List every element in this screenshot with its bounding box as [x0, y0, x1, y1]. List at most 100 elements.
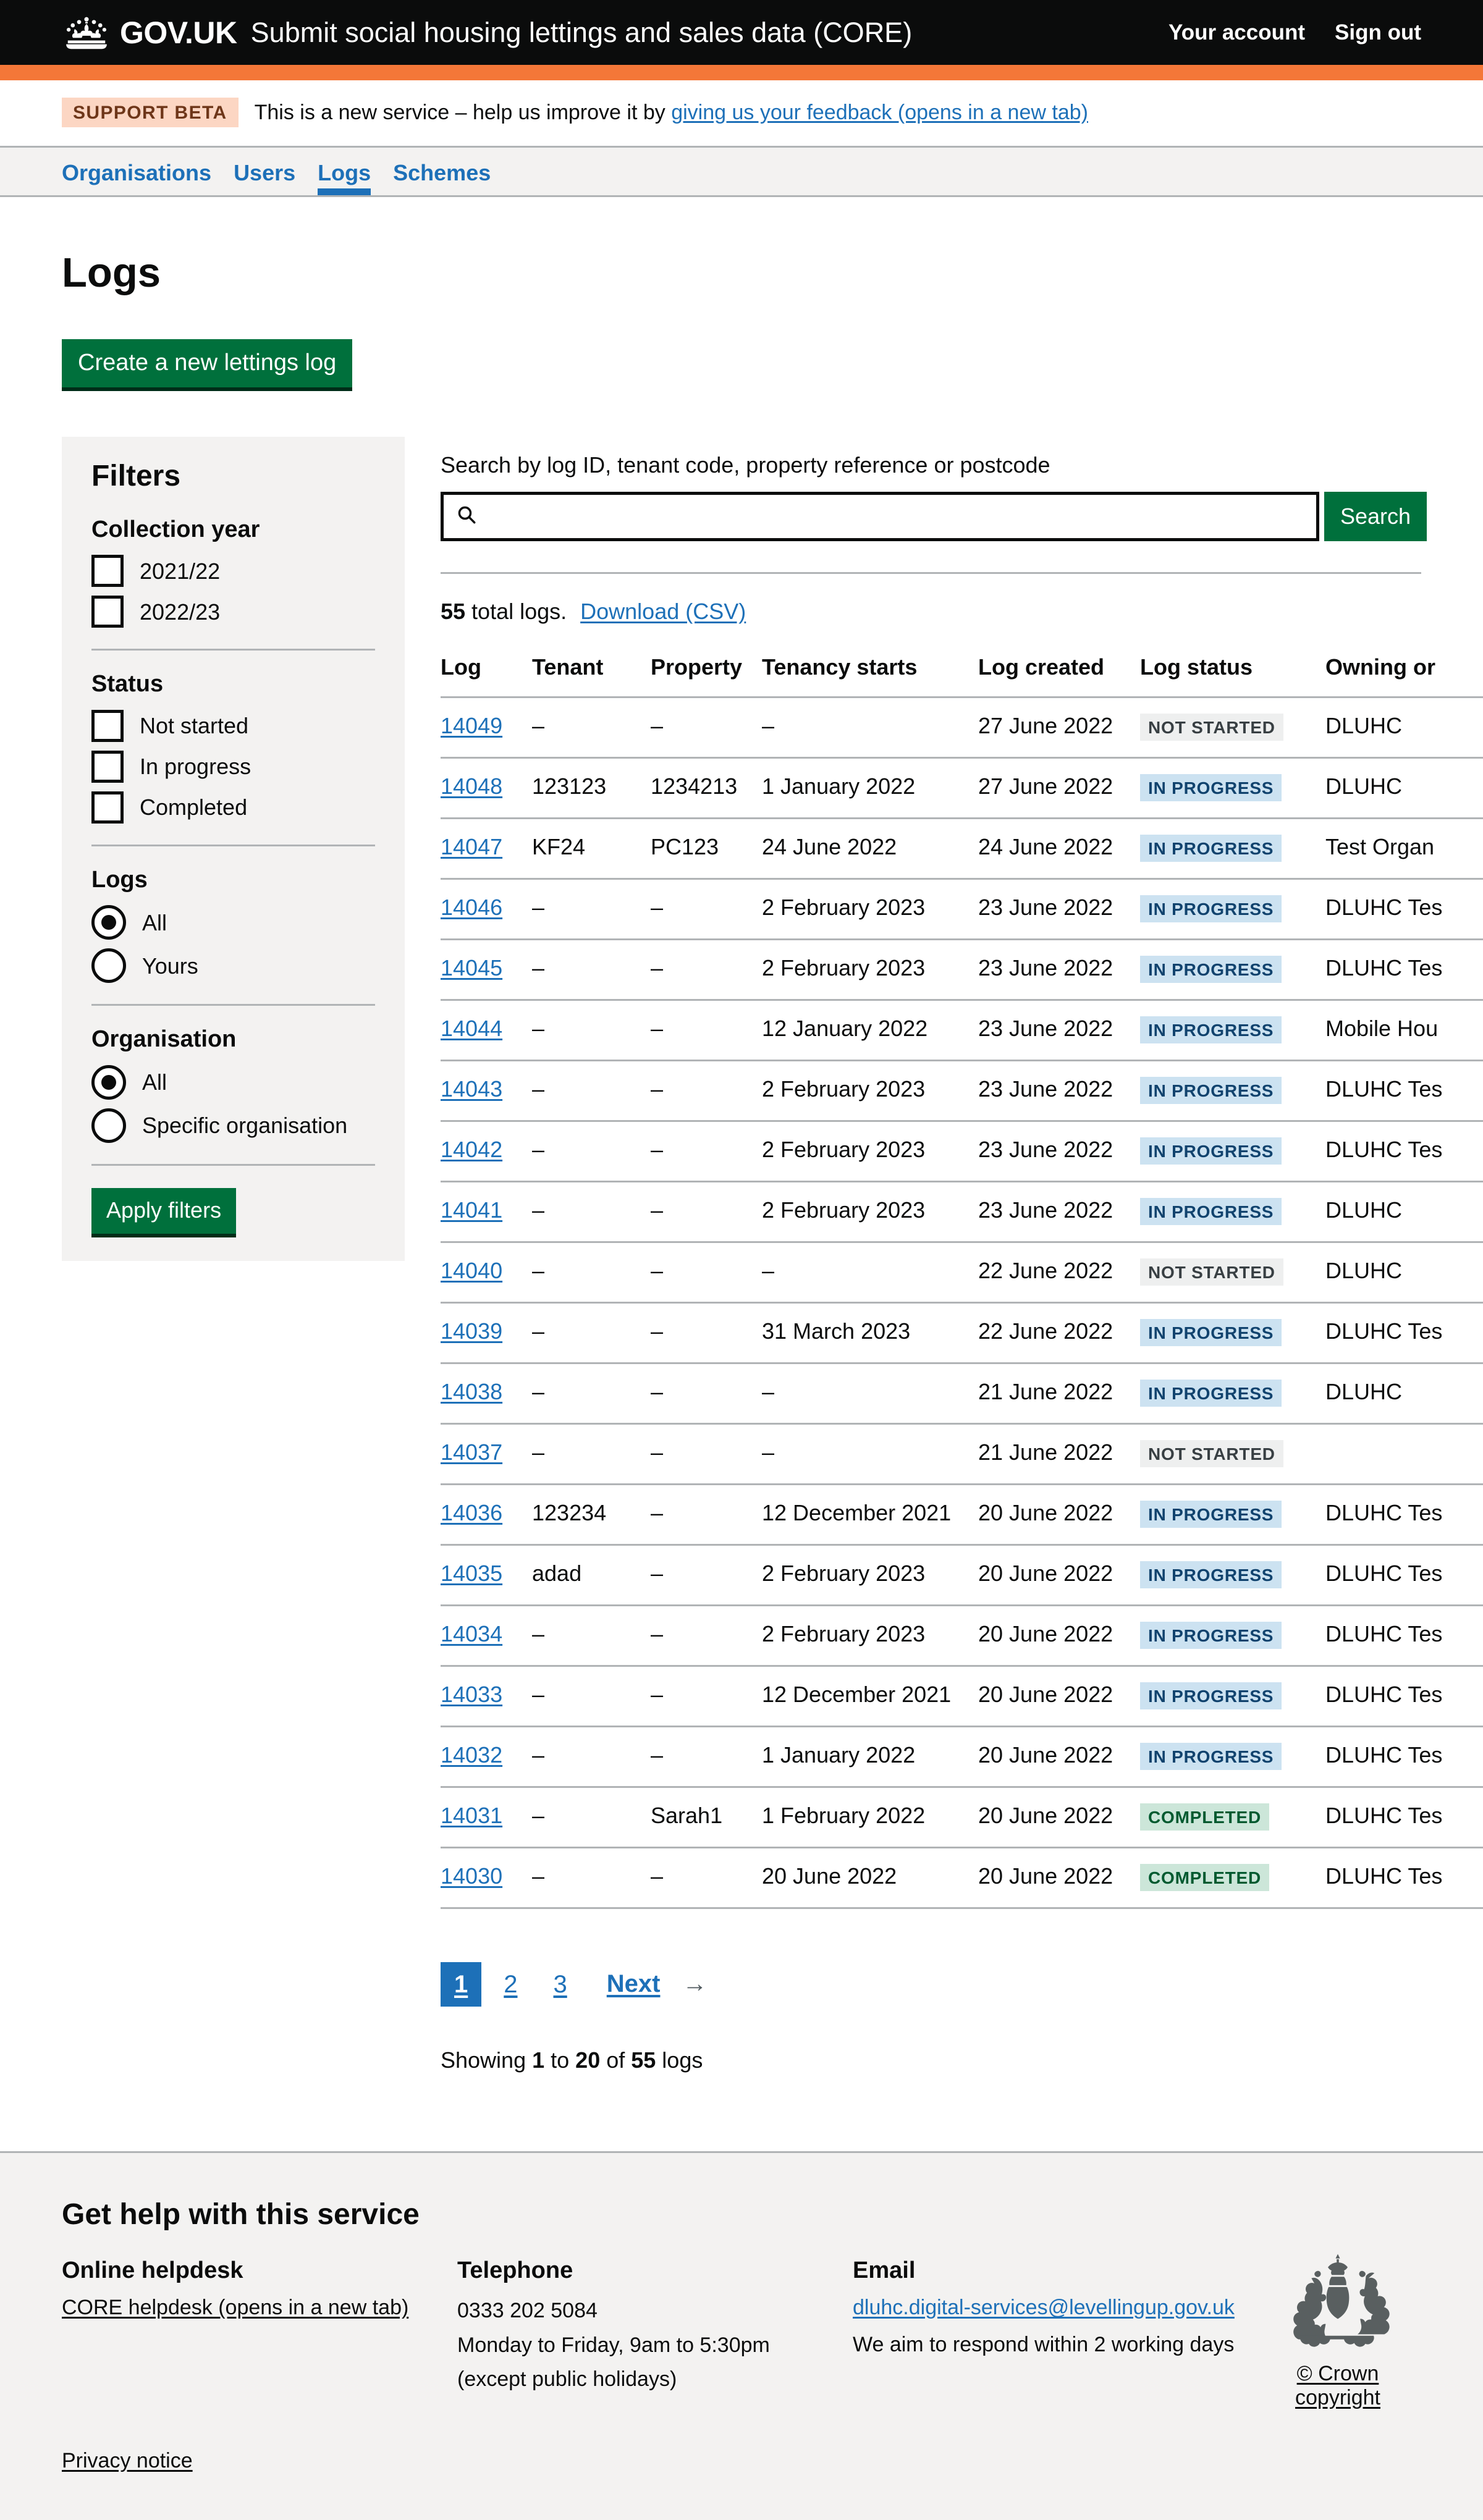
table-row: 14040– – –22 June 2022 Not started DLUHC: [441, 1242, 1483, 1304]
table-row: 14030– –20 June 2022 20 June 2022 Completed…: [441, 1847, 1483, 1909]
nav-item-schemes[interactable]: Schemes: [393, 160, 491, 185]
filter-option-logs-yours[interactable]: Yours: [91, 948, 375, 984]
checkbox-icon[interactable]: [91, 709, 124, 742]
log-id-link[interactable]: 14042: [441, 1136, 503, 1162]
helpdesk-heading: Online helpdesk: [62, 2257, 243, 2283]
cell-log-status: In progress: [1140, 939, 1325, 1001]
log-id-link[interactable]: 14044: [441, 1015, 503, 1041]
create-new-lettings-log-button[interactable]: Create a new lettings log: [62, 339, 353, 387]
log-id-link[interactable]: 14047: [441, 833, 503, 859]
cell-log-status: In progress: [1140, 1605, 1325, 1667]
nav-item-users[interactable]: Users: [234, 160, 296, 185]
log-id-link[interactable]: 14036: [441, 1499, 503, 1525]
cell-owning-organisation: Mobile Hou: [1325, 1000, 1483, 1061]
nav-item-logs[interactable]: Logs: [306, 162, 382, 195]
log-id-link[interactable]: 14048: [441, 773, 503, 799]
cell-log-id: 14047: [441, 818, 532, 880]
filters-divider: [91, 1004, 375, 1006]
log-id-link[interactable]: 14039: [441, 1318, 503, 1344]
table-row: 14046– –2 February 2023 23 June 2022 In pro…: [441, 879, 1483, 940]
feedback-link[interactable]: giving us your feedback (opens in a new …: [671, 100, 1088, 124]
cell-log-status: Not started: [1140, 1242, 1325, 1304]
cell-log-status: Completed: [1140, 1847, 1325, 1909]
status-badge: In progress: [1140, 834, 1282, 862]
radio-icon[interactable]: [91, 905, 126, 940]
showing-mid: to: [544, 2047, 576, 2073]
log-id-link[interactable]: 14046: [441, 894, 503, 920]
cell-property-reference: –: [651, 1423, 762, 1485]
email-address-link[interactable]: dluhc.digital-services@levellingup.gov.u…: [853, 2296, 1235, 2320]
apply-filters-button[interactable]: Apply filters: [91, 1188, 237, 1234]
checkbox-icon[interactable]: [91, 791, 124, 824]
pagination-page-3[interactable]: 3: [553, 1970, 567, 1998]
filter-option-completed[interactable]: Completed: [91, 791, 375, 824]
radio-icon[interactable]: [91, 1065, 126, 1100]
filter-option-org-all[interactable]: All: [91, 1065, 375, 1100]
cell-log-id: 14038: [441, 1363, 532, 1425]
log-id-link[interactable]: 14049: [441, 712, 503, 738]
footer-columns: Online helpdesk CORE helpdesk (opens in …: [62, 2257, 1421, 2398]
privacy-notice-link[interactable]: Privacy notice: [62, 2449, 193, 2473]
checkbox-icon[interactable]: [91, 596, 124, 628]
crown-copyright-link[interactable]: © Crown copyright: [1295, 2361, 1380, 2409]
log-id-link[interactable]: 14037: [441, 1439, 503, 1465]
cell-property-reference: –: [651, 1121, 762, 1182]
core-helpdesk-link[interactable]: CORE helpdesk (opens in a new tab): [62, 2296, 409, 2320]
cell-log-id: 14032: [441, 1726, 532, 1788]
cell-property-reference: 1234213: [651, 757, 762, 819]
cell-property-reference: –: [651, 1363, 762, 1425]
log-id-link[interactable]: 14034: [441, 1620, 503, 1646]
telephone-heading: Telephone: [457, 2257, 573, 2283]
log-id-link[interactable]: 14043: [441, 1076, 503, 1102]
service-name[interactable]: Submit social housing lettings and sales…: [250, 17, 913, 48]
log-id-link[interactable]: 14031: [441, 1802, 503, 1828]
search-button[interactable]: Search: [1324, 491, 1427, 541]
cell-property-reference: –: [651, 939, 762, 1001]
log-id-link[interactable]: 14032: [441, 1742, 503, 1768]
radio-icon[interactable]: [91, 1108, 126, 1144]
header-left: GOV.UK Submit social housing lettings an…: [62, 15, 1168, 51]
filter-option-not-started[interactable]: Not started: [91, 709, 375, 742]
filter-group-collection-year-title: Collection year: [91, 516, 260, 542]
nav-item-organisations[interactable]: Organisations: [62, 160, 212, 185]
log-id-link[interactable]: 14041: [441, 1197, 503, 1223]
log-id-link[interactable]: 14035: [441, 1560, 503, 1586]
your-account-link[interactable]: Your account: [1168, 20, 1306, 44]
filter-option-in-progress[interactable]: In progress: [91, 750, 375, 783]
pagination-page-1[interactable]: 1: [441, 1962, 482, 2007]
pagination-next-link[interactable]: Next: [606, 1970, 661, 1998]
download-csv-link[interactable]: Download (CSV): [580, 598, 746, 624]
cell-tenancy-start-date: 20 June 2022: [762, 1847, 978, 1909]
filter-option-logs-all[interactable]: All: [91, 905, 375, 940]
search-input[interactable]: [486, 494, 1304, 538]
cell-property-reference: –: [651, 1181, 762, 1243]
cell-tenant-code: –: [532, 1787, 651, 1848]
filter-option-org-specific[interactable]: Specific organisation: [91, 1108, 375, 1144]
log-id-link[interactable]: 14040: [441, 1257, 503, 1283]
log-id-link[interactable]: 14033: [441, 1681, 503, 1707]
log-id-link[interactable]: 14038: [441, 1378, 503, 1404]
pagination-page-2[interactable]: 2: [504, 1970, 518, 1998]
sign-out-link[interactable]: Sign out: [1335, 20, 1421, 44]
cell-tenant-code: –: [532, 1666, 651, 1727]
filters-title: Filters: [91, 459, 181, 492]
status-badge: In progress: [1140, 1197, 1282, 1225]
search-divider: [441, 571, 1421, 574]
govuk-logotype[interactable]: GOV.UK: [120, 15, 237, 50]
log-id-link[interactable]: 14030: [441, 1863, 503, 1889]
filter-option-2021-22[interactable]: 2021/22: [91, 555, 375, 588]
column-header-log: Log: [441, 654, 532, 698]
status-badge: Not started: [1140, 1258, 1283, 1286]
checkbox-icon[interactable]: [91, 555, 124, 588]
checkbox-icon[interactable]: [91, 750, 124, 783]
radio-icon[interactable]: [91, 948, 126, 984]
cell-owning-organisation: DLUHC Tes: [1325, 1302, 1483, 1364]
search-input-wrapper[interactable]: [441, 491, 1319, 541]
log-id-link[interactable]: 14045: [441, 954, 503, 980]
table-row: 14032– –1 January 2022 20 June 2022 In prog…: [441, 1726, 1483, 1788]
privacy-notice-block: Privacy notice: [62, 2449, 1421, 2473]
showing-from: 1: [532, 2047, 545, 2073]
cell-log-id: 14030: [441, 1847, 532, 1909]
filter-option-2022-23[interactable]: 2022/23: [91, 596, 375, 628]
status-badge: Not started: [1140, 1439, 1283, 1467]
